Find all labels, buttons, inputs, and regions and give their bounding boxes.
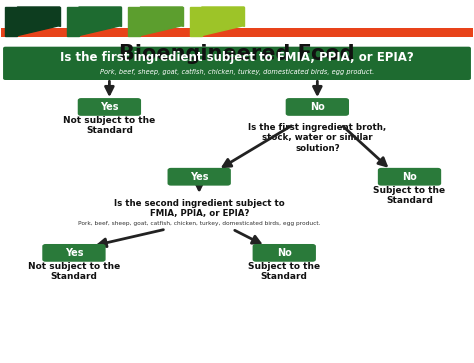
Text: Is the first ingredient broth,
stock, water or similar
solution?: Is the first ingredient broth, stock, wa… <box>248 123 386 152</box>
FancyBboxPatch shape <box>78 98 141 116</box>
FancyBboxPatch shape <box>286 98 349 116</box>
FancyBboxPatch shape <box>378 168 441 185</box>
Polygon shape <box>190 7 202 36</box>
Text: Pork, beef, sheep, goat, catfish, chicken, turkey, domesticated birds, egg produ: Pork, beef, sheep, goat, catfish, chicke… <box>100 69 374 75</box>
Text: Pork, beef, sheep, goat, catfish, chicken, turkey, domesticated birds, egg produ: Pork, beef, sheep, goat, catfish, chicke… <box>78 220 320 225</box>
Text: Yes: Yes <box>190 172 209 182</box>
Polygon shape <box>18 7 60 36</box>
Text: No: No <box>277 248 292 258</box>
Text: No: No <box>310 102 325 112</box>
Text: Yes: Yes <box>64 248 83 258</box>
Text: Bioengineered Food: Bioengineered Food <box>119 44 355 64</box>
Text: Yes: Yes <box>100 102 118 112</box>
Polygon shape <box>202 7 244 26</box>
Polygon shape <box>79 7 121 36</box>
FancyBboxPatch shape <box>42 244 106 262</box>
Polygon shape <box>128 7 140 36</box>
Polygon shape <box>5 7 18 36</box>
Polygon shape <box>18 7 60 26</box>
Text: Subject to the
Standard: Subject to the Standard <box>248 262 320 281</box>
Text: Is the second ingredient subject to
FMIA, PPIA, or EPIA?: Is the second ingredient subject to FMIA… <box>114 199 284 219</box>
Text: Is the first ingredient subject to FMIA, PPIA, or EPIA?: Is the first ingredient subject to FMIA,… <box>60 52 414 64</box>
Text: Not subject to the
Standard: Not subject to the Standard <box>28 262 120 281</box>
FancyBboxPatch shape <box>167 168 231 185</box>
Text: No: No <box>402 172 417 182</box>
Text: Subject to the
Standard: Subject to the Standard <box>374 185 446 205</box>
Polygon shape <box>79 7 121 26</box>
FancyBboxPatch shape <box>253 244 316 262</box>
FancyBboxPatch shape <box>3 47 471 80</box>
Polygon shape <box>202 7 244 36</box>
Polygon shape <box>140 7 182 36</box>
Text: Not subject to the
Standard: Not subject to the Standard <box>63 116 155 135</box>
Polygon shape <box>140 7 182 26</box>
FancyBboxPatch shape <box>0 28 474 37</box>
Polygon shape <box>67 7 79 36</box>
